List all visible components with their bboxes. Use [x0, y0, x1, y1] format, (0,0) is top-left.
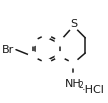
Text: ·HCl: ·HCl	[82, 85, 105, 95]
Circle shape	[68, 73, 79, 83]
Circle shape	[28, 52, 38, 61]
Circle shape	[42, 59, 51, 68]
Text: Br: Br	[2, 45, 14, 55]
Circle shape	[55, 37, 65, 46]
Text: S: S	[70, 19, 77, 29]
Circle shape	[69, 21, 78, 31]
Text: 2: 2	[79, 81, 84, 90]
Circle shape	[55, 52, 65, 61]
Circle shape	[28, 37, 38, 46]
Text: NH: NH	[65, 79, 82, 89]
Circle shape	[42, 30, 51, 39]
Circle shape	[69, 59, 78, 68]
